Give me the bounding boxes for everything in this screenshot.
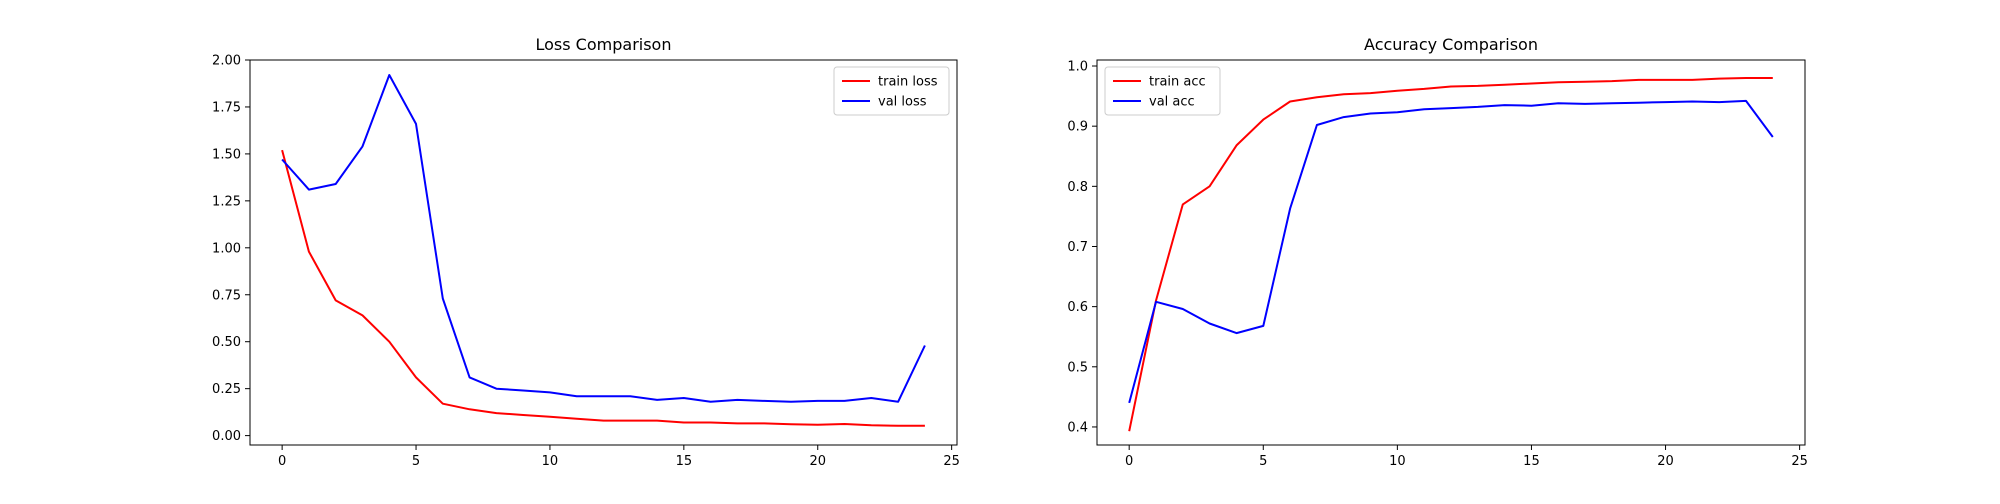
y-tick-label: 0.75 <box>212 288 241 303</box>
legend-box <box>1104 66 1221 116</box>
y-tick-label: 1.00 <box>212 241 241 256</box>
y-tick-label: 0.50 <box>212 335 241 350</box>
x-tick-label: 10 <box>542 454 559 469</box>
legend: train acc val acc <box>1104 66 1221 116</box>
x-tick-label: 25 <box>1791 454 1808 469</box>
x-tick-label: 20 <box>809 454 826 469</box>
x-tick-label: 10 <box>1389 454 1406 469</box>
y-tick-label: 0.7 <box>1067 240 1088 255</box>
legend-label: train loss <box>878 75 938 90</box>
chart-title: Accuracy Comparison <box>1364 35 1538 54</box>
y-tick-label: 1.0 <box>1067 60 1088 75</box>
y-tick-label: 1.75 <box>212 100 241 115</box>
y-tick-label: 0.9 <box>1067 120 1088 135</box>
y-tick-label: 1.50 <box>212 147 241 162</box>
legend-box <box>833 66 950 116</box>
legend: train loss val loss <box>833 66 950 116</box>
legend-label: val loss <box>878 95 927 110</box>
y-tick-label: 2.00 <box>212 54 241 69</box>
y-tick-label: 0.5 <box>1067 360 1088 375</box>
x-tick-label: 5 <box>1259 454 1267 469</box>
y-tick-label: 0.8 <box>1067 180 1088 195</box>
series-line-val-loss <box>281 74 926 403</box>
y-tick-label: 1.25 <box>212 194 241 209</box>
x-tick-label: 0 <box>1125 454 1133 469</box>
x-tick-label: 25 <box>943 454 960 469</box>
x-tick-label: 20 <box>1657 454 1674 469</box>
y-tick-label: 0.00 <box>212 429 241 444</box>
legend-label: val acc <box>1149 95 1195 110</box>
chart-panel-1: Loss Comparison 0 5 10 15 20 25 0.00 0.25 0.50 0.7… <box>212 35 960 469</box>
x-tick-label: 15 <box>676 454 693 469</box>
series-line-train-loss <box>281 149 925 427</box>
x-tick-label: 0 <box>278 454 286 469</box>
x-tick-label: 15 <box>1523 454 1540 469</box>
y-tick-label: 0.4 <box>1067 420 1088 435</box>
series-line-val-acc <box>1128 99 1774 404</box>
y-tick-label: 0.6 <box>1067 300 1088 315</box>
axes-frame <box>1096 59 1806 446</box>
series-line-train-acc <box>1128 77 1773 432</box>
chart-panel-2: Accuracy Comparison 0 5 10 15 20 25 0.4 0.5 0.6 0.… <box>1067 35 1808 469</box>
y-tick-label: 0.25 <box>212 382 241 397</box>
chart-title: Loss Comparison <box>536 35 672 54</box>
legend-label: train acc <box>1149 75 1206 90</box>
axes-frame <box>249 59 958 446</box>
x-tick-label: 5 <box>412 454 420 469</box>
